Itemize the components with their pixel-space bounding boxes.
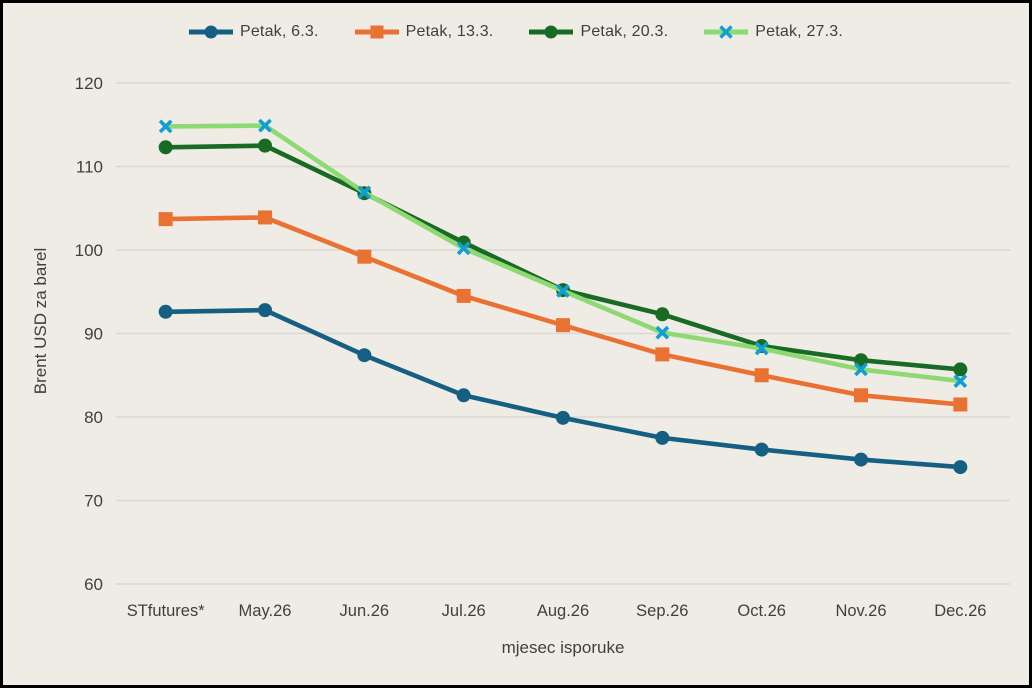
data-point-square [456, 288, 471, 303]
data-point-circle [357, 348, 372, 363]
data-point-x [953, 374, 968, 388]
data-point-square [357, 249, 372, 264]
data-point-circle [456, 388, 471, 403]
x-tick-label: Dec.26 [934, 602, 986, 620]
data-point-x [158, 119, 173, 134]
series-line [163, 123, 963, 384]
x-tick-label: Oct.26 [737, 602, 786, 620]
data-point-square [158, 212, 173, 227]
y-tick-label: 90 [84, 325, 103, 344]
data-point-x [854, 362, 868, 377]
x-tick-label: Sep.26 [636, 602, 688, 620]
data-point-square [854, 388, 868, 403]
legend-label: Petak, 6.3. [239, 23, 319, 40]
data-point-x [357, 185, 372, 200]
data-point-circle [258, 138, 272, 153]
chart-legend: Petak, 6.3. Petak, 13.3. Petak, 20.3. Petak… [3, 23, 1029, 41]
data-point-circle [655, 307, 670, 322]
x-axis-title: mjesec isporuke [501, 638, 625, 657]
y-tick-label: 60 [84, 575, 103, 594]
data-point-circle [158, 140, 173, 155]
legend-marker-circle-icon [529, 25, 574, 39]
data-point-square [655, 347, 670, 362]
data-point-circle [953, 362, 968, 377]
data-point-square [754, 368, 769, 383]
x-tick-label: May.26 [239, 602, 292, 620]
y-axis-title: Brent USD za barel [31, 247, 50, 395]
data-point-circle [655, 430, 670, 445]
legend-label: Petak, 27.3. [755, 23, 844, 40]
data-point-x [655, 325, 670, 340]
legend-item: Petak, 27.3. [704, 23, 843, 41]
x-tick-label: Jul.26 [442, 602, 486, 620]
data-point-square [953, 397, 968, 412]
data-point-circle [953, 460, 968, 475]
legend-marker-circle-icon [188, 25, 233, 39]
data-point-x [754, 341, 769, 356]
y-tick-label: 70 [84, 492, 103, 511]
legend-item: Petak, 20.3. [529, 23, 668, 41]
x-tick-label: Nov.26 [835, 602, 886, 620]
data-point-x [456, 241, 471, 256]
data-point-circle [854, 452, 868, 467]
legend-label: Petak, 13.3. [405, 23, 494, 40]
legend-label: Petak, 20.3. [580, 23, 669, 40]
legend-marker-square-icon [354, 25, 399, 39]
legend-item: Petak, 13.3. [354, 23, 494, 41]
x-tick-label: Jun.26 [340, 602, 390, 620]
data-point-circle [258, 303, 272, 318]
series-line [163, 143, 963, 372]
legend-marker-x-icon [704, 25, 749, 39]
data-point-circle [754, 442, 769, 457]
data-point-square [556, 318, 570, 333]
x-tick-label: STfutures* [127, 602, 206, 620]
y-tick-label: 100 [75, 241, 103, 260]
series-line [163, 215, 963, 407]
data-point-circle [158, 304, 173, 319]
data-point-x [556, 284, 570, 298]
y-tick-label: 80 [84, 408, 103, 427]
data-point-circle [556, 410, 570, 425]
y-tick-label: 120 [75, 74, 103, 93]
data-point-x [258, 118, 272, 133]
line-chart-plot-area: 60 70 80 90 100 110 120 STfutures* May.26 Jun.26 J… [75, 74, 1010, 620]
x-tick-label: Aug.26 [537, 602, 589, 620]
data-point-square [258, 210, 272, 225]
y-tick-label: 110 [76, 158, 103, 177]
legend-item: Petak, 6.3. [188, 23, 319, 41]
